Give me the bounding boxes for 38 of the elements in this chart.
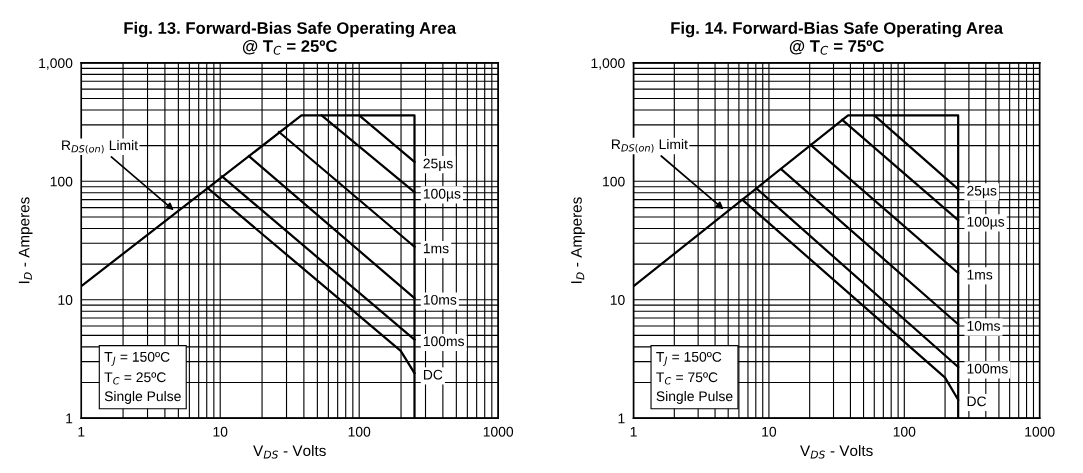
y-tick-label: 1,000 bbox=[39, 58, 73, 70]
series-label: 100µs bbox=[423, 188, 461, 202]
y-axis-title: I$_{D}$ - Amperes bbox=[571, 197, 585, 284]
x-tick-label: 10 bbox=[762, 426, 777, 437]
y-tick-label: 1 bbox=[66, 413, 73, 424]
x-tick-label: 1 bbox=[630, 426, 637, 437]
x-tick-label: 100 bbox=[348, 426, 371, 437]
chart-title: Fig. 14. Forward-Bias Safe Operating Area @ T$_{C}$ = 75ºC bbox=[671, 21, 1004, 55]
series-label: DC bbox=[967, 396, 987, 407]
series-label: 100µs bbox=[967, 216, 1005, 230]
chart-title: Fig. 13. Forward-Bias Safe Operating Area @ T$_{C}$ = 25ºC bbox=[124, 21, 457, 55]
x-axis-title: V$_{DS}$ - Volts bbox=[253, 444, 326, 459]
series-label: 25µs bbox=[423, 158, 453, 172]
annotation: T$_{J}$ = 150ºC T$_{C}$ = 25ºC Single Pulse bbox=[104, 351, 181, 404]
annotation: R$_{DS(on)}$ Limit bbox=[611, 139, 688, 153]
y-tick-label: 100 bbox=[603, 176, 625, 187]
x-tick-label: 100 bbox=[893, 426, 916, 437]
series-label: 10ms bbox=[423, 294, 457, 305]
y-tick-label: 10 bbox=[58, 295, 73, 305]
series-label: 1ms bbox=[967, 269, 993, 280]
annotation: T$_{J}$ = 150ºC T$_{C}$ = 75ºC Single Pulse bbox=[656, 351, 733, 404]
series-label: 25µs bbox=[967, 185, 997, 199]
y-tick-label: 10 bbox=[610, 295, 625, 305]
y-axis-title: I$_{D}$ - Amperes bbox=[18, 197, 33, 284]
series-label: 1ms bbox=[423, 243, 449, 254]
series-label: 10ms bbox=[967, 320, 1000, 331]
x-tick-label: 1000 bbox=[1025, 426, 1055, 437]
x-tick-label: 1 bbox=[78, 426, 85, 437]
y-tick-label: 1,000 bbox=[591, 58, 625, 70]
series-label: 100ms bbox=[423, 336, 465, 347]
annotation: R$_{DS(on)}$ Limit bbox=[62, 139, 138, 154]
x-tick-label: 1000 bbox=[483, 426, 514, 437]
series-label: DC bbox=[423, 369, 443, 380]
series-label: 100ms bbox=[967, 363, 1008, 374]
y-tick-label: 100 bbox=[50, 176, 73, 187]
x-tick-label: 10 bbox=[213, 426, 228, 437]
x-axis-title: V$_{DS}$ - Volts bbox=[800, 444, 873, 459]
y-tick-label: 1 bbox=[618, 413, 625, 424]
